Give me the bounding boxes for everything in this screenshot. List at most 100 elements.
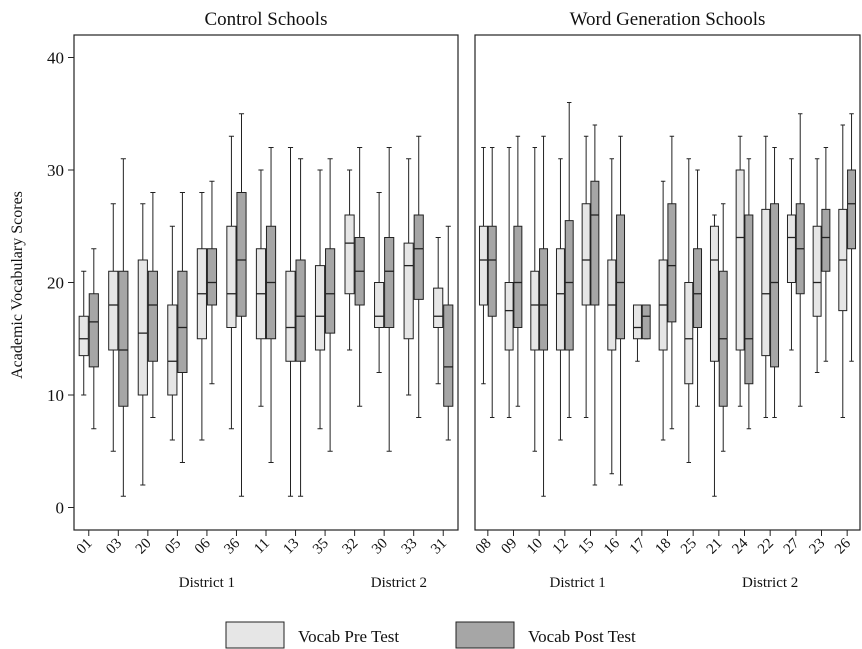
x-tick-label: 17 — [627, 535, 649, 557]
panel-title: Word Generation Schools — [570, 9, 766, 30]
district-label: District 2 — [371, 575, 427, 591]
box-pair-11 — [255, 147, 277, 463]
panels: Control Schools 01 03 20 05 06 36 11 13 35 32 30 33 3… — [73, 9, 861, 591]
x-tick-label: 11 — [251, 536, 273, 558]
post-test-box — [88, 293, 99, 368]
district-label: District 1 — [550, 575, 606, 591]
y-tick-label: 40 — [47, 49, 64, 68]
x-tick-label: 01 — [74, 536, 96, 558]
post-test-box — [147, 270, 158, 362]
legend-swatch-post — [455, 621, 515, 649]
y-tick-label: 0 — [56, 499, 65, 518]
pre-test-box — [344, 214, 355, 295]
x-tick-label: 23 — [806, 536, 828, 558]
pre-test-box — [504, 282, 514, 351]
x-tick-label: 09 — [498, 536, 520, 558]
post-test-box — [539, 248, 549, 351]
pre-test-box — [167, 304, 178, 396]
box-pair-05 — [167, 192, 188, 463]
box-pair-15 — [581, 124, 600, 486]
post-test-box — [641, 304, 651, 340]
x-tick-label: 26 — [832, 535, 854, 557]
box-pair-35 — [314, 158, 336, 452]
post-test-box — [770, 203, 780, 368]
x-tick-label: 33 — [399, 536, 421, 558]
pre-test-box — [581, 203, 591, 306]
box-pair-10 — [530, 135, 549, 497]
district-label: District 1 — [179, 575, 235, 591]
x-tick-label: 13 — [280, 536, 302, 558]
pre-test-box — [108, 270, 119, 351]
pre-test-box — [786, 214, 796, 283]
post-test-box — [821, 208, 831, 272]
post-test-box — [847, 169, 857, 250]
x-tick-label: 15 — [575, 536, 597, 558]
post-test-box — [325, 248, 336, 334]
pre-test-box — [530, 270, 540, 351]
post-test-box — [487, 225, 497, 317]
x-tick-label: 05 — [162, 536, 184, 558]
pre-test-box — [761, 208, 771, 357]
pre-test-box — [812, 225, 822, 317]
post-test-box — [177, 270, 188, 373]
post-test-box — [667, 203, 677, 323]
x-tick-label: 10 — [524, 536, 546, 558]
pre-test-box — [735, 169, 745, 351]
pre-test-box — [285, 270, 296, 362]
box-pair-36 — [226, 113, 247, 497]
box-pair-13 — [285, 147, 306, 497]
x-tick-label: 30 — [369, 536, 391, 558]
post-test-box — [384, 237, 395, 328]
box-pair-26 — [838, 113, 857, 418]
y-tick-label: 10 — [47, 386, 64, 405]
x-tick-label: 16 — [601, 535, 623, 557]
box-pair-25 — [684, 158, 703, 463]
box-pair-03 — [108, 158, 129, 497]
box-pair-31 — [433, 225, 454, 441]
legend-label: Vocab Pre Test — [298, 627, 399, 646]
pre-test-box — [632, 304, 642, 340]
box-pair-01 — [78, 248, 99, 430]
pre-test-box — [403, 242, 414, 340]
y-axis: 0 10 20 30 40 — [47, 49, 74, 518]
box-pair-22 — [761, 135, 780, 418]
pre-test-box — [433, 287, 444, 328]
box-pair-08 — [478, 147, 497, 418]
post-test-box — [206, 248, 218, 306]
post-test-box — [443, 304, 454, 407]
post-test-box — [513, 225, 523, 328]
box-pair-27 — [786, 113, 805, 407]
box-pair-06 — [196, 180, 218, 441]
x-tick-label: 21 — [704, 536, 726, 558]
y-axis-label: Academic Vocabulary Scores — [9, 191, 26, 379]
x-tick-label: 24 — [729, 535, 751, 557]
box-pair-17 — [632, 304, 651, 362]
pre-test-box — [78, 315, 89, 357]
x-tick-label: 32 — [340, 536, 362, 558]
post-test-box — [590, 180, 600, 306]
legend-label: Vocab Post Test — [528, 627, 636, 646]
x-tick-label: 12 — [550, 536, 572, 558]
pre-test-box — [709, 225, 719, 362]
x-tick-label: 08 — [473, 536, 495, 558]
panel-1: Control Schools 01 03 20 05 06 36 11 13 35 32 30 33 3… — [73, 9, 459, 591]
x-tick-label: 35 — [310, 536, 332, 558]
pre-test-box — [374, 282, 385, 328]
panel-title: Control Schools — [205, 9, 328, 30]
legend: Vocab Pre Test Vocab Post Test — [225, 621, 636, 649]
x-tick-label: 06 — [192, 535, 214, 557]
post-test-box — [413, 214, 424, 300]
box-pair-12 — [555, 102, 574, 441]
y-axis-label-group: Academic Vocabulary Scores — [9, 191, 26, 379]
y-tick-label: 30 — [47, 161, 64, 180]
pre-test-box — [684, 282, 694, 385]
pre-test-box — [314, 265, 326, 351]
district-label: District 2 — [742, 575, 798, 591]
x-tick-label: 03 — [103, 536, 125, 558]
pre-test-box — [137, 259, 148, 396]
y-tick-label: 20 — [47, 274, 64, 293]
box-pair-16 — [607, 135, 626, 486]
x-tick-label: 20 — [133, 536, 155, 558]
x-tick-label: 31 — [428, 536, 450, 558]
